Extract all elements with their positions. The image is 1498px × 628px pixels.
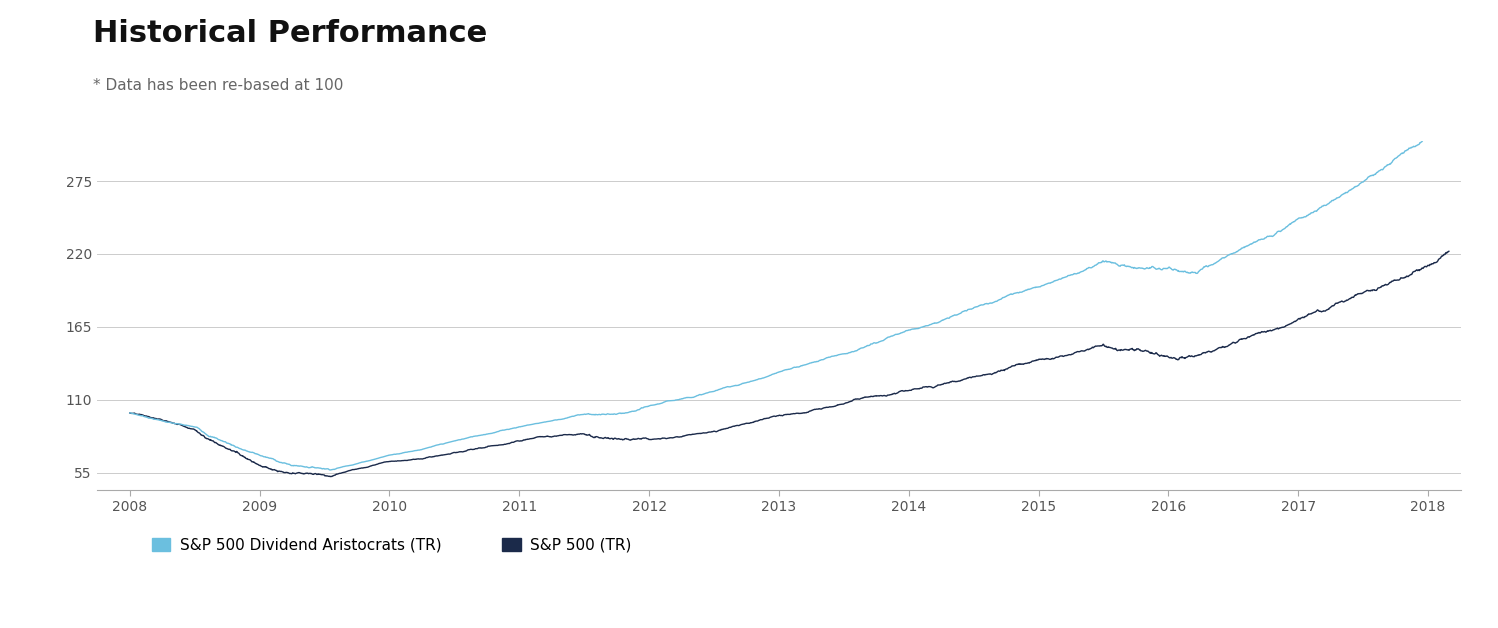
S&P 500 Dividend Aristocrats (TR) xyxy=(1374,166,1392,173)
Line: S&P 500 (TR): S&P 500 (TR) xyxy=(130,251,1449,477)
Line: S&P 500 Dividend Aristocrats (TR): S&P 500 Dividend Aristocrats (TR) xyxy=(130,119,1449,470)
S&P 500 (TR) xyxy=(571,430,589,438)
S&P 500 Dividend Aristocrats (TR) xyxy=(571,411,589,419)
S&P 500 Dividend Aristocrats (TR) xyxy=(1440,116,1458,123)
S&P 500 Dividend Aristocrats (TR) xyxy=(1249,236,1267,244)
S&P 500 Dividend Aristocrats (TR) xyxy=(322,466,340,474)
S&P 500 (TR) xyxy=(121,409,139,417)
S&P 500 (TR) xyxy=(1440,247,1458,255)
S&P 500 Dividend Aristocrats (TR) xyxy=(512,423,530,430)
Text: * Data has been re-based at 100: * Data has been re-based at 100 xyxy=(93,78,343,94)
S&P 500 Dividend Aristocrats (TR) xyxy=(121,409,139,417)
S&P 500 (TR) xyxy=(512,437,530,445)
S&P 500 (TR) xyxy=(1249,329,1267,337)
Legend: S&P 500 Dividend Aristocrats (TR), S&P 500 (TR): S&P 500 Dividend Aristocrats (TR), S&P 5… xyxy=(145,532,637,559)
S&P 500 Dividend Aristocrats (TR) xyxy=(917,322,935,330)
S&P 500 (TR) xyxy=(917,383,935,391)
S&P 500 (TR) xyxy=(1374,282,1392,290)
S&P 500 (TR) xyxy=(1219,342,1237,350)
S&P 500 Dividend Aristocrats (TR) xyxy=(1219,252,1237,259)
S&P 500 (TR) xyxy=(321,473,339,480)
Text: Historical Performance: Historical Performance xyxy=(93,19,487,48)
